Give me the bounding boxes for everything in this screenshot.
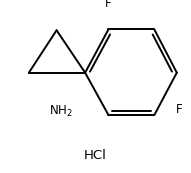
Text: F: F	[105, 0, 112, 10]
Text: NH$_2$: NH$_2$	[49, 104, 73, 119]
Text: F: F	[176, 103, 183, 116]
Text: HCl: HCl	[84, 149, 107, 162]
